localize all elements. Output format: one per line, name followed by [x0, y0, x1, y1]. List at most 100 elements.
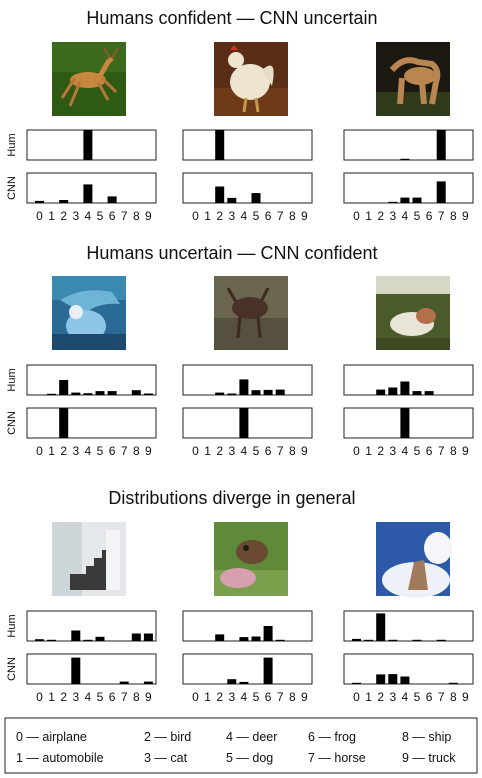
panel-frame-3-3-hum	[344, 611, 473, 641]
tick-label-3-1-0: 0	[36, 690, 43, 704]
rooster-thumbnail	[214, 42, 288, 116]
panel-frame-1-2-hum	[183, 130, 312, 160]
panel-frame-1-2-cnn	[183, 173, 312, 203]
panel-frame-3-1-cnn	[27, 654, 156, 684]
bar-2-3-hum-5	[413, 391, 422, 395]
panel-frame-3-2-cnn	[183, 654, 312, 684]
section-title-2: Humans uncertain — CNN confident	[86, 243, 377, 263]
row-label-cnn-3: CNN	[6, 657, 18, 681]
tick-label-2-3-5: 5	[414, 444, 421, 458]
legend-entry-0: 0 — airplane	[16, 730, 87, 744]
legend-entry-6: 6 — frog	[308, 730, 356, 744]
tick-label-3-3-3: 3	[389, 690, 396, 704]
panel-frame-1-3-hum	[344, 130, 473, 160]
tick-label-1-3-9: 9	[462, 209, 469, 223]
bar-3-3-cnn-2	[376, 674, 385, 684]
bar-3-1-hum-0	[35, 639, 44, 641]
deer-thumbnail-3	[376, 276, 450, 350]
bar-1-1-hum-4	[83, 130, 92, 160]
tick-label-2-3-0: 0	[353, 444, 360, 458]
deer-thumbnail	[52, 42, 126, 116]
bar-3-3-hum-5	[413, 640, 422, 641]
legend-entry-4: 4 — deer	[226, 730, 277, 744]
tick-label-1-2-2: 2	[216, 209, 223, 223]
bar-2-2-hum-4	[239, 379, 248, 395]
tick-label-3-2-9: 9	[301, 690, 308, 704]
bar-2-1-cnn-2	[59, 408, 68, 438]
tick-label-2-3-8: 8	[450, 444, 457, 458]
bar-3-3-hum-2	[376, 613, 385, 641]
tick-label-1-1-4: 4	[85, 209, 92, 223]
tick-label-2-2-7: 7	[277, 444, 284, 458]
bar-1-1-cnn-0	[35, 201, 44, 203]
bar-3-3-cnn-0	[352, 683, 361, 684]
tick-label-2-3-7: 7	[438, 444, 445, 458]
bar-3-2-hum-5	[252, 637, 261, 642]
bar-3-2-hum-7	[276, 640, 285, 641]
bar-3-1-hum-8	[132, 634, 141, 642]
tick-label-1-3-3: 3	[389, 209, 396, 223]
bar-3-2-hum-2	[215, 634, 224, 641]
tick-label-2-3-9: 9	[462, 444, 469, 458]
bar-1-3-hum-4	[400, 159, 409, 160]
bar-2-1-hum-9	[144, 394, 153, 396]
tick-label-2-3-2: 2	[377, 444, 384, 458]
dog-thumbnail	[214, 522, 288, 596]
bar-3-3-cnn-4	[400, 677, 409, 685]
bar-3-2-cnn-4	[239, 682, 248, 684]
tick-label-3-1-2: 2	[60, 690, 67, 704]
bar-2-1-hum-4	[83, 393, 92, 395]
tick-label-2-2-4: 4	[241, 444, 248, 458]
tick-label-1-3-1: 1	[365, 209, 372, 223]
bar-3-3-hum-3	[388, 640, 397, 641]
tick-label-1-2-6: 6	[265, 209, 272, 223]
tick-label-1-1-9: 9	[145, 209, 152, 223]
bar-1-1-cnn-6	[108, 196, 117, 203]
bar-2-2-hum-6	[264, 390, 273, 395]
legend-entry-1: 1 — automobile	[16, 751, 104, 765]
bar-1-3-hum-7	[437, 130, 446, 160]
tick-label-1-3-6: 6	[426, 209, 433, 223]
tick-label-3-3-4: 4	[402, 690, 409, 704]
tick-label-3-2-6: 6	[265, 690, 272, 704]
bar-2-2-hum-5	[252, 390, 261, 395]
tick-label-2-3-1: 1	[365, 444, 372, 458]
tick-label-1-1-6: 6	[109, 209, 116, 223]
bar-3-2-cnn-3	[227, 679, 236, 684]
legend-entry-5: 5 — dog	[226, 751, 273, 765]
tick-label-3-1-4: 4	[85, 690, 92, 704]
tick-label-3-2-0: 0	[192, 690, 199, 704]
cat-thumbnail	[376, 522, 452, 598]
panel-frame-2-1-cnn	[27, 408, 156, 438]
tick-label-1-1-5: 5	[97, 209, 104, 223]
bar-1-3-cnn-7	[437, 181, 446, 203]
bar-3-3-cnn-8	[449, 683, 458, 684]
bar-3-1-hum-1	[47, 640, 56, 641]
tick-label-3-2-3: 3	[228, 690, 235, 704]
row-label-cnn-2: CNN	[6, 411, 18, 435]
bar-1-2-hum-2	[215, 130, 224, 160]
tick-label-1-2-3: 3	[228, 209, 235, 223]
tick-label-2-1-4: 4	[85, 444, 92, 458]
bird-thumbnail	[52, 276, 126, 350]
section-title-3: Distributions diverge in general	[108, 488, 355, 508]
tick-label-1-2-7: 7	[277, 209, 284, 223]
tick-label-1-2-5: 5	[253, 209, 260, 223]
bar-3-1-cnn-3	[71, 658, 80, 684]
tick-label-3-3-8: 8	[450, 690, 457, 704]
tick-label-1-3-5: 5	[414, 209, 421, 223]
tick-label-1-1-2: 2	[60, 209, 67, 223]
bar-3-3-hum-1	[364, 640, 373, 641]
legend-entry-2: 2 — bird	[144, 730, 191, 744]
deer-thumbnail-2	[214, 276, 288, 350]
tick-label-3-3-7: 7	[438, 690, 445, 704]
tick-label-3-3-5: 5	[414, 690, 421, 704]
legend-entry-8: 8 — ship	[402, 730, 451, 744]
tick-label-1-2-9: 9	[301, 209, 308, 223]
bar-2-2-hum-7	[276, 390, 285, 395]
tick-label-3-1-3: 3	[72, 690, 79, 704]
bar-3-3-hum-7	[437, 640, 446, 641]
tick-label-3-2-7: 7	[277, 690, 284, 704]
bar-2-1-hum-5	[96, 391, 105, 395]
tick-label-2-2-3: 3	[228, 444, 235, 458]
